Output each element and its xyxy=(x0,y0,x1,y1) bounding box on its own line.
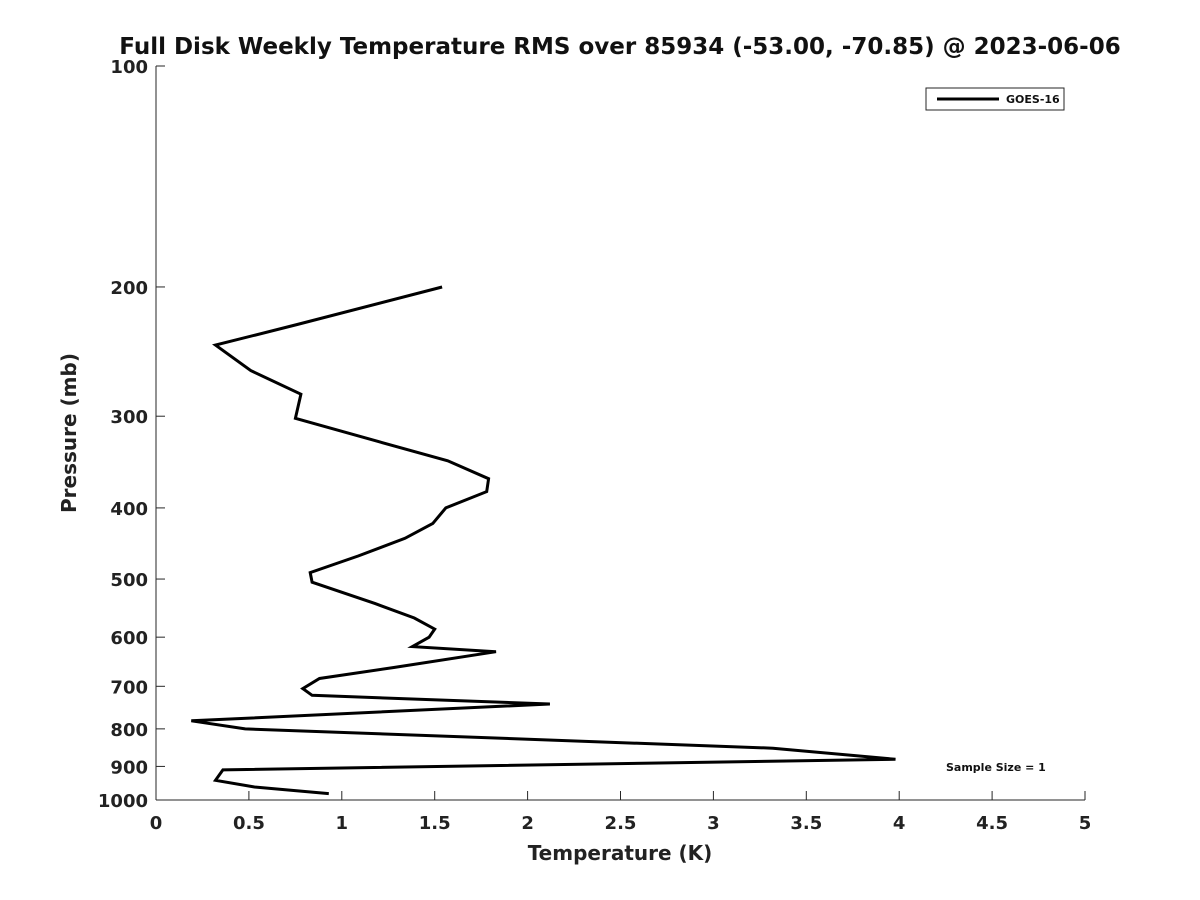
legend: GOES-16 xyxy=(925,87,1065,111)
x-tick-label: 5 xyxy=(1079,813,1092,834)
chart-title: Full Disk Weekly Temperature RMS over 85… xyxy=(119,34,1121,60)
series-layer xyxy=(191,285,896,796)
y-tick-label: 600 xyxy=(110,628,148,649)
x-tick-label: 3.5 xyxy=(790,813,822,834)
y-axis-ticks: 100 200 300 400 500 600 700 800 900 1000 xyxy=(98,57,165,812)
x-tick-label: 0 xyxy=(150,813,163,834)
x-axis-ticks: 0 0.5 1 1.5 2 2.5 3 3.5 4 4.5 5 xyxy=(150,791,1092,834)
y-tick-label: 1000 xyxy=(98,791,148,812)
y-axis-label: Pressure (mb) xyxy=(57,353,81,513)
y-tick-label: 100 xyxy=(110,57,148,78)
x-tick-label: 3 xyxy=(707,813,720,834)
y-tick-label: 900 xyxy=(110,757,148,778)
x-tick-label: 4 xyxy=(893,813,906,834)
x-tick-label: 1.5 xyxy=(419,813,451,834)
x-tick-label: 4.5 xyxy=(976,813,1008,834)
x-tick-label: 2.5 xyxy=(605,813,637,834)
series-line-goes-16 xyxy=(191,285,896,796)
x-tick-label: 1 xyxy=(336,813,349,834)
y-tick-label: 200 xyxy=(110,278,148,299)
y-tick-label: 400 xyxy=(110,499,148,520)
x-tick-label: 2 xyxy=(521,813,534,834)
x-axis-label: Temperature (K) xyxy=(528,841,713,865)
y-tick-label: 800 xyxy=(110,720,148,741)
y-tick-label: 500 xyxy=(110,570,148,591)
plot-area xyxy=(155,66,1085,801)
sample-size-annotation: Sample Size = 1 xyxy=(946,761,1046,774)
y-tick-label: 700 xyxy=(110,677,148,698)
y-tick-label: 300 xyxy=(110,407,148,428)
x-tick-label: 0.5 xyxy=(233,813,265,834)
legend-label-goes-16: GOES-16 xyxy=(1006,93,1060,106)
